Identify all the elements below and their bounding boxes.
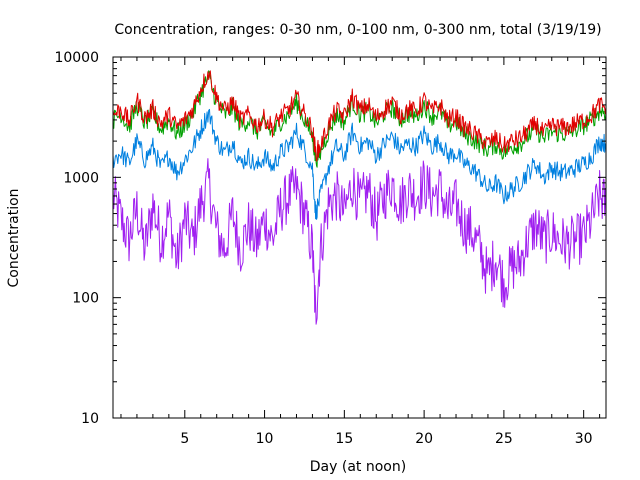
y-tick-label: 10000 <box>54 50 99 66</box>
x-tick-label: 5 <box>180 431 189 447</box>
series-line-3 <box>112 70 607 162</box>
chart-title: Concentration, ranges: 0-30 nm, 0-100 nm… <box>114 22 601 38</box>
x-axis-label: Day (at noon) <box>310 459 406 475</box>
x-tick-label: 20 <box>415 431 433 447</box>
series-line-0 <box>112 158 607 325</box>
plot-frame <box>112 56 607 419</box>
y-axis-label: Concentration <box>6 188 22 287</box>
y-tick-label: 100 <box>72 291 99 307</box>
x-tick-label: 25 <box>495 431 513 447</box>
y-tick-label: 10 <box>81 411 99 427</box>
x-tick-label: 10 <box>256 431 274 447</box>
y-axis: 10 100 1000 10000 <box>54 50 606 427</box>
x-tick-label: 15 <box>335 431 353 447</box>
series-layer <box>112 70 607 325</box>
x-axis: 5 10 15 20 25 30 <box>120 57 601 447</box>
y-tick-label: 1000 <box>63 170 99 186</box>
series-line-1 <box>112 108 607 220</box>
x-tick-label: 30 <box>575 431 593 447</box>
